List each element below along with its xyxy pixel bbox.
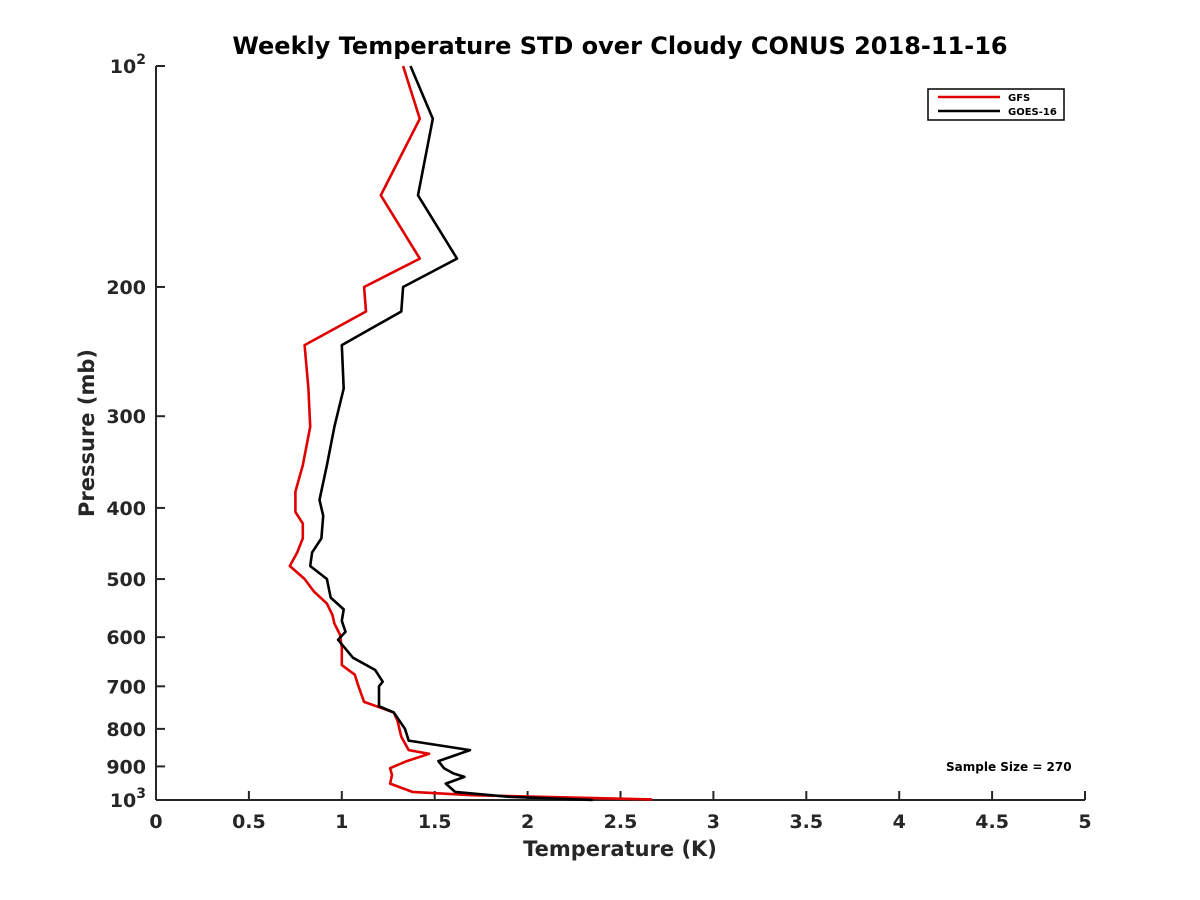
x-tick-label: 3	[707, 811, 720, 833]
y-tick-label: 700	[106, 676, 146, 698]
series-lines	[288, 65, 653, 802]
legend-label-gfs: GFS	[1008, 93, 1030, 104]
series-line-gfs	[288, 65, 653, 801]
legend: GFS GOES-16	[927, 88, 1065, 121]
y-tick-label: 800	[106, 719, 146, 741]
legend-box	[927, 88, 1065, 121]
y-tick-label: 102	[110, 52, 146, 78]
y-tick-label: 600	[106, 627, 146, 649]
chart-title: Weekly Temperature STD over Cloudy CONUS…	[232, 32, 1007, 60]
y-tick-label: 900	[106, 756, 146, 778]
y-tick-label: 300	[106, 406, 146, 428]
sample-size-annotation: Sample Size = 270	[946, 760, 1072, 774]
x-tick-label: 0.5	[232, 811, 266, 833]
x-tick-label: 1	[335, 811, 348, 833]
x-tick-label: 0	[149, 811, 162, 833]
y-tick-label: 103	[110, 786, 146, 812]
y-tick-label: 200	[106, 277, 146, 299]
axes: 0 0.5 1 1.5 2 2.5 3 3.5 4 4.5 5 102 200 300 400 500 600 7…	[106, 52, 1091, 833]
x-tick-label: 5	[1078, 811, 1091, 833]
x-tick-label: 4	[893, 811, 906, 833]
legend-label-goes16: GOES-16	[1008, 107, 1057, 118]
x-tick-label: 1.5	[418, 811, 452, 833]
y-tick-label: 400	[106, 498, 146, 520]
y-axis-label: Pressure (mb)	[75, 349, 99, 517]
x-axis-label: Temperature (K)	[523, 837, 717, 861]
series-line-goes16	[308, 65, 593, 802]
y-tick-label: 500	[106, 569, 146, 591]
x-tick-label: 2	[521, 811, 534, 833]
x-tick-label: 4.5	[975, 811, 1009, 833]
x-tick-label: 3.5	[789, 811, 823, 833]
x-tick-label: 2.5	[604, 811, 638, 833]
